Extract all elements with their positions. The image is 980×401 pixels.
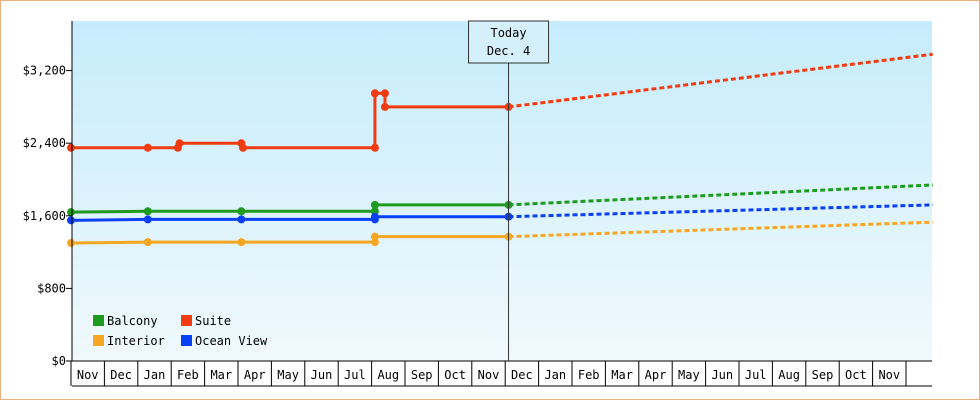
month-label: Dec (511, 368, 533, 382)
series-forecast-suite (508, 52, 933, 109)
data-point (239, 143, 248, 152)
legend-swatch (181, 315, 192, 326)
month-label: Mar (611, 368, 633, 382)
series-forecast-ocean-view (508, 203, 933, 219)
month-label: Jun (311, 368, 333, 382)
y-tick-label: $2,400 (23, 136, 66, 150)
series-line-balcony (70, 203, 509, 214)
data-point (67, 208, 75, 217)
data-point (380, 89, 389, 98)
month-label: May (277, 368, 299, 382)
data-point (237, 207, 246, 216)
data-point (175, 139, 184, 148)
data-point (143, 207, 152, 216)
month-label: Nov (77, 368, 99, 382)
month-label: Apr (244, 368, 266, 382)
month-label: Oct (444, 368, 466, 382)
series-forecast-interior (508, 220, 933, 239)
legend-label: Interior (107, 334, 165, 348)
data-point (67, 216, 75, 225)
month-label: Nov (878, 368, 900, 382)
month-label: Jul (344, 368, 366, 382)
month-label: Dec (110, 368, 132, 382)
series-line-ocean-view (70, 215, 509, 222)
data-point (67, 239, 75, 248)
month-label: May (678, 368, 700, 382)
data-point (370, 232, 379, 241)
y-tick-label: $800 (37, 281, 66, 295)
month-label: Aug (377, 368, 399, 382)
today-date-label: Dec. 4 (487, 44, 530, 58)
month-label: Aug (778, 368, 800, 382)
legend-label: Ocean View (195, 334, 268, 348)
data-point (370, 212, 379, 221)
month-label: Jan (144, 368, 166, 382)
plot-background (72, 21, 932, 361)
month-label: Oct (845, 368, 867, 382)
data-point (237, 215, 246, 224)
data-point (143, 143, 152, 152)
y-tick-label: $3,200 (23, 64, 66, 78)
data-point (237, 238, 246, 247)
axes-layer: $0 $800 $1,600 $2,400 $3,200 Nov Dec Jan Feb Mar A… (23, 21, 932, 387)
month-label: Mar (210, 368, 232, 382)
today-marker: Today Dec. 4 (468, 20, 550, 361)
data-point (370, 143, 379, 152)
month-label: Jun (711, 368, 733, 382)
legend-swatch (93, 315, 104, 326)
month-label: Apr (645, 368, 667, 382)
data-point (143, 238, 152, 247)
legend-swatch (181, 335, 192, 346)
series-forecast-balcony (508, 183, 933, 207)
data-point (380, 102, 389, 111)
month-label: Sep (812, 368, 834, 382)
month-label: Feb (177, 368, 199, 382)
series-layer (67, 52, 933, 248)
series-line-interior (70, 235, 509, 245)
month-label: Feb (578, 368, 600, 382)
y-tick-label: $1,600 (23, 209, 66, 223)
data-point (143, 215, 152, 224)
data-point (370, 200, 379, 209)
y-tick-label: $0 (52, 354, 66, 368)
month-label: Jan (544, 368, 566, 382)
month-label: Jul (745, 368, 767, 382)
data-point (370, 89, 379, 98)
today-box (468, 20, 550, 64)
data-point (67, 143, 75, 152)
legend-swatch (93, 335, 104, 346)
month-label: Nov (478, 368, 500, 382)
legend-label: Suite (195, 314, 231, 328)
today-label: Today (490, 26, 526, 40)
legend: Balcony Suite Interior Ocean View (93, 314, 268, 348)
legend-label: Balcony (107, 314, 158, 328)
month-label: Sep (411, 368, 433, 382)
